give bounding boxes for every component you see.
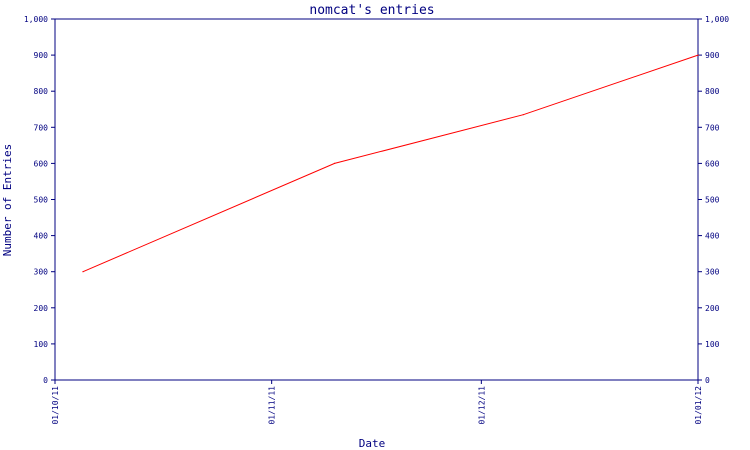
x-tick-label: 01/11/11: [268, 386, 277, 425]
y-tick-label-right: 700: [705, 123, 720, 132]
chart-title: nomcat's entries: [309, 3, 434, 18]
y-tick-label-left: 900: [34, 51, 49, 60]
y-tick-label-left: 100: [34, 340, 49, 349]
plot-frame: [54, 18, 699, 381]
y-tick-label-right: 1,000: [705, 15, 729, 24]
y-tick-label-right: 400: [705, 232, 720, 241]
x-axis: 01/10/11 01/11/11 01/12/11 01/01/12: [51, 380, 703, 425]
series-layer: [82, 54, 699, 273]
y-tick-label-left: 1,000: [24, 15, 48, 24]
y-tick-label-left: 600: [34, 159, 49, 168]
y-tick-label-right: 100: [705, 340, 720, 349]
y-tick-label-right: 500: [705, 196, 720, 205]
y-tick-label-left: 400: [34, 232, 49, 241]
y-axis-title: Number of Entries: [1, 144, 14, 257]
x-tick-label: 01/12/11: [477, 386, 486, 425]
y-tick-label-left: 700: [34, 123, 49, 132]
y-tick-label-right: 600: [705, 159, 720, 168]
y-tick-label-left: 300: [34, 268, 49, 277]
y-axis-left: 0 100 200 300 400 500 600 700 800 900 1,000: [24, 15, 55, 385]
data-point: [82, 271, 84, 273]
y-tick-label-right: 0: [705, 376, 710, 385]
y-tick-label-right: 200: [705, 304, 720, 313]
series-line: [82, 54, 699, 273]
y-axis-right: 0 100 200 300 400 500 600 700 800 900 1,000: [698, 15, 729, 385]
y-tick-label-right: 300: [705, 268, 720, 277]
data-point: [333, 162, 336, 164]
y-tick-label-left: 200: [34, 304, 49, 313]
y-tick-label-right: 900: [705, 51, 720, 60]
y-tick-label-left: 500: [34, 196, 49, 205]
y-tick-label-left: 0: [43, 376, 48, 385]
y-tick-label-left: 800: [34, 87, 49, 96]
data-point: [522, 114, 524, 116]
y-tick-label-right: 800: [705, 87, 720, 96]
x-axis-title: Date: [359, 437, 386, 450]
x-tick-label: 01/01/12: [694, 386, 703, 425]
x-tick-label: 01/10/11: [51, 386, 60, 425]
data-point: [697, 54, 699, 56]
